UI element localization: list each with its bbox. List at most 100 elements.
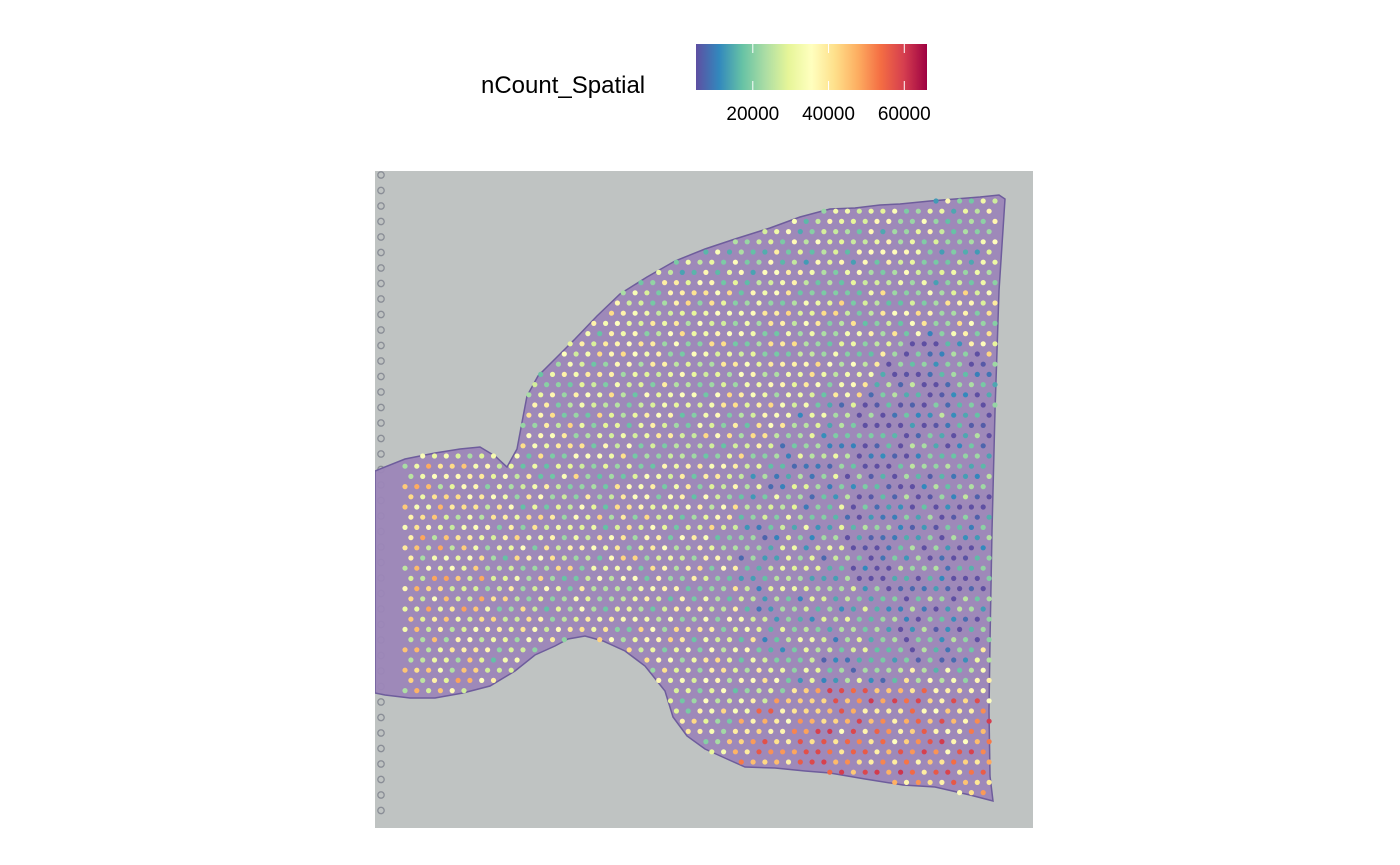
spot: [974, 229, 980, 235]
spot: [939, 555, 945, 561]
spot: [437, 667, 443, 673]
spot: [685, 300, 691, 306]
spot: [957, 320, 963, 326]
spot: [738, 677, 744, 683]
spot: [449, 565, 455, 571]
spot: [821, 555, 827, 561]
spot: [585, 433, 591, 439]
spot: [608, 331, 615, 337]
spot: [679, 453, 685, 459]
spot: [898, 504, 904, 510]
spot: [744, 545, 750, 551]
spot: [461, 586, 467, 592]
spot: [844, 249, 851, 255]
spot: [915, 494, 921, 500]
spot: [844, 718, 851, 724]
spot: [874, 606, 880, 612]
spot: [667, 494, 674, 500]
spot: [544, 565, 550, 571]
spot: [608, 371, 615, 377]
spot: [709, 586, 715, 592]
spot: [915, 290, 921, 296]
spot: [738, 453, 744, 459]
spot: [561, 555, 567, 561]
spot: [974, 494, 980, 500]
spot: [780, 647, 786, 653]
spot: [620, 514, 626, 520]
spot: [827, 688, 833, 694]
spot: [898, 667, 904, 673]
spot: [809, 616, 815, 622]
spot: [496, 545, 502, 551]
spot: [573, 412, 579, 418]
spot: [821, 473, 827, 479]
spot: [620, 535, 626, 541]
spot: [726, 718, 733, 724]
spot: [774, 616, 780, 622]
spot: [603, 422, 609, 428]
spot: [898, 422, 904, 428]
spot: [762, 535, 768, 541]
spot: [768, 320, 774, 326]
spot: [903, 514, 910, 520]
spot: [968, 382, 975, 388]
spot: [774, 371, 780, 377]
spot: [579, 341, 585, 347]
spot: [921, 728, 927, 735]
spot: [532, 606, 538, 612]
spot: [892, 433, 898, 439]
spot: [697, 545, 703, 551]
spot: [750, 290, 756, 296]
spot: [685, 708, 691, 714]
spot: [744, 402, 750, 408]
spot: [549, 412, 556, 418]
spot: [768, 280, 774, 286]
spot: [791, 606, 797, 612]
spot: [933, 708, 939, 714]
spot: [738, 269, 744, 275]
spot: [957, 545, 963, 551]
spot: [915, 351, 921, 357]
spot: [738, 575, 744, 581]
spot: [485, 565, 491, 571]
spot: [886, 769, 892, 775]
spot: [520, 586, 526, 592]
spot: [909, 484, 916, 490]
spot: [850, 382, 856, 388]
spot: [880, 249, 886, 255]
spot: [520, 565, 526, 571]
spot: [490, 616, 497, 622]
spot: [827, 300, 833, 306]
spot: [980, 647, 986, 653]
spot: [697, 443, 703, 449]
spot: [614, 300, 620, 306]
spot: [697, 361, 703, 367]
spot: [691, 331, 697, 337]
spot: [968, 565, 975, 571]
spot: [957, 647, 963, 653]
spot: [555, 463, 561, 469]
spot: [986, 616, 992, 622]
spot: [715, 535, 721, 541]
fiducial-marker: [377, 729, 385, 737]
spot: [514, 453, 520, 459]
spot: [408, 494, 414, 500]
spot: [703, 290, 709, 296]
spot: [803, 728, 809, 735]
spot: [874, 688, 880, 694]
spot: [520, 626, 526, 632]
spot: [620, 392, 626, 398]
spot: [502, 657, 508, 663]
spot: [927, 208, 933, 214]
spot: [756, 361, 762, 367]
spot: [408, 616, 414, 622]
spot: [921, 341, 927, 347]
spot: [585, 575, 591, 581]
spot: [726, 637, 733, 643]
spot: [850, 320, 856, 326]
spot: [933, 422, 939, 428]
spot: [614, 545, 620, 551]
spot: [797, 310, 803, 316]
spot: [479, 535, 485, 541]
spot: [951, 473, 957, 479]
